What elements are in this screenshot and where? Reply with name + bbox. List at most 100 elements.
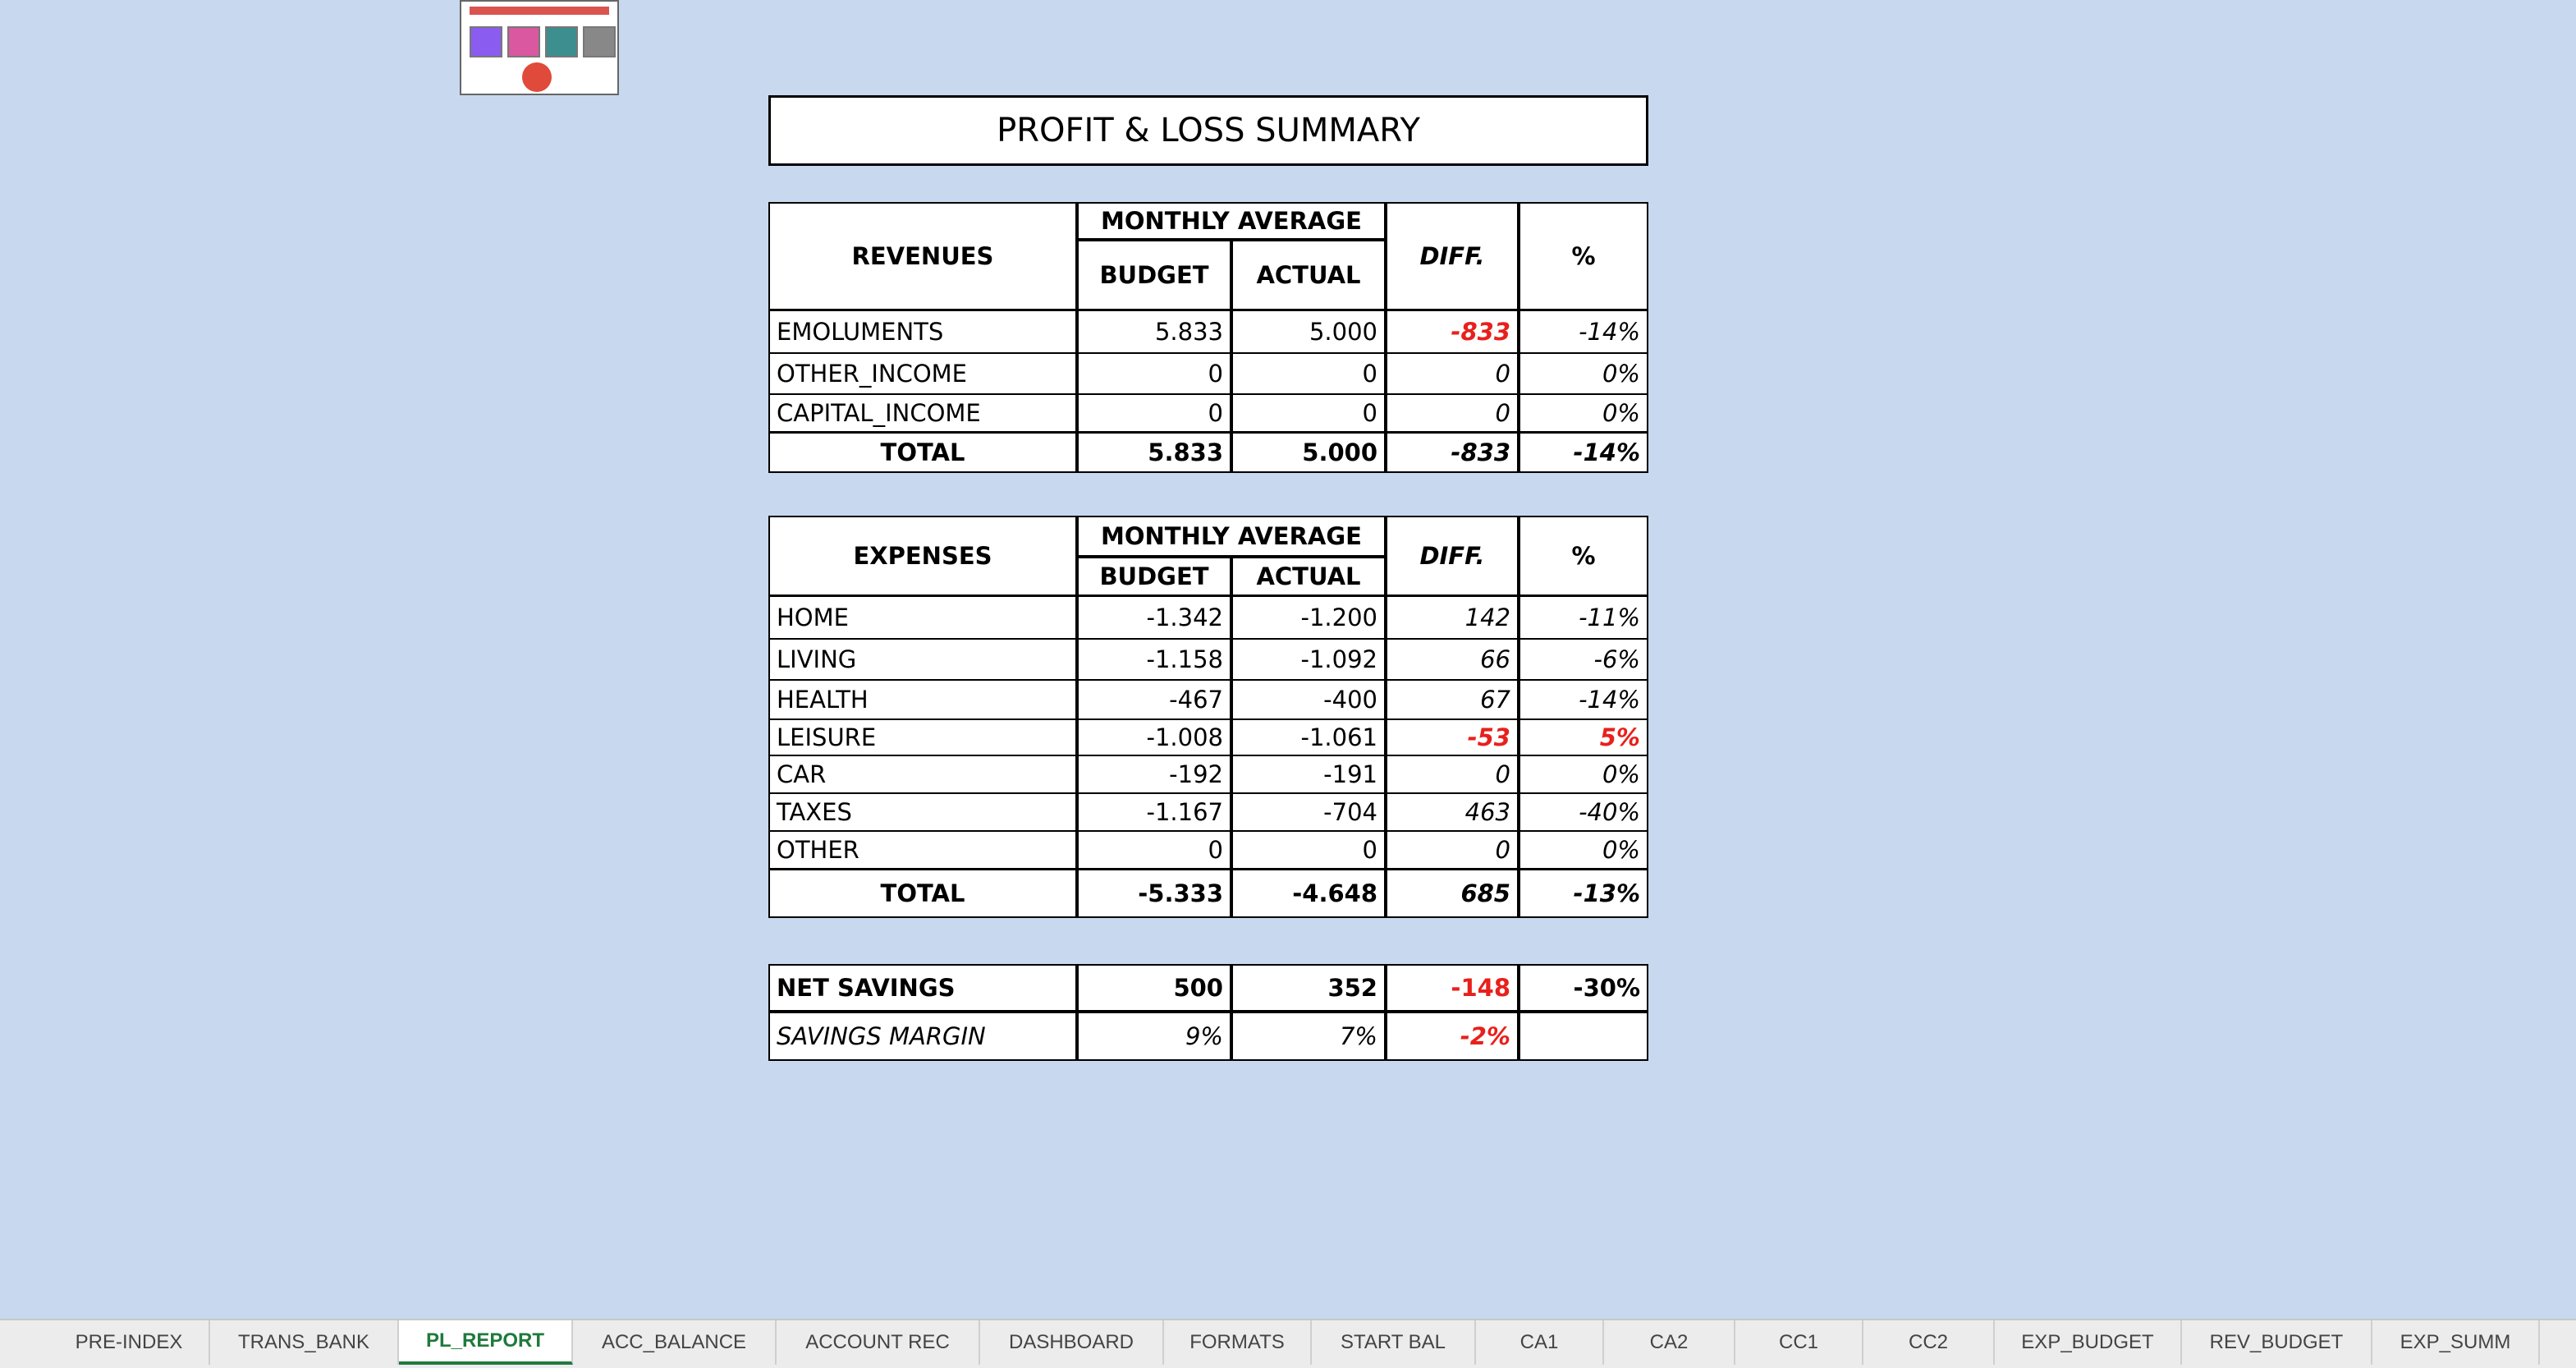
- value-cell: 9%: [1077, 1012, 1231, 1061]
- column-header: BUDGET: [1077, 240, 1231, 310]
- row-label: TAXES: [768, 793, 1077, 831]
- value-cell: 0: [1077, 394, 1231, 432]
- value-cell: -467: [1077, 680, 1231, 719]
- value-cell: -400: [1231, 680, 1386, 719]
- sheet-tab[interactable]: CA1: [1476, 1320, 1604, 1365]
- value-cell: -1.167: [1077, 793, 1231, 831]
- sheet-tab[interactable]: ACC_BALANCE: [573, 1320, 777, 1365]
- value-cell: -1.061: [1231, 719, 1386, 755]
- column-header: %: [1519, 202, 1648, 310]
- row-label: HOME: [768, 596, 1077, 639]
- value-cell: 5.000: [1231, 310, 1386, 353]
- total-cell: -13%: [1519, 869, 1648, 918]
- value-cell: -6%: [1519, 639, 1648, 680]
- total-cell: -14%: [1519, 432, 1648, 473]
- value-cell: 463: [1386, 793, 1519, 831]
- value-cell: -11%: [1519, 596, 1648, 639]
- value-cell: 0%: [1519, 831, 1648, 869]
- value-cell: 0%: [1519, 353, 1648, 394]
- column-header: DIFF.: [1386, 202, 1519, 310]
- row-label: LEISURE: [768, 719, 1077, 755]
- value-cell: 5.833: [1077, 310, 1231, 353]
- sheet-tabs: PRE-INDEX TRANS_BANK PL_REPORT ACC_BALANCE A…: [0, 1319, 2576, 1368]
- value-cell: 7%: [1231, 1012, 1386, 1061]
- row-label: OTHER: [768, 831, 1077, 869]
- value-cell: -14%: [1519, 680, 1648, 719]
- row-label: CAPITAL_INCOME: [768, 394, 1077, 432]
- section-header: REVENUES: [768, 202, 1077, 310]
- total-cell: -833: [1386, 432, 1519, 473]
- value-cell: -1.200: [1231, 596, 1386, 639]
- value-cell: 67: [1386, 680, 1519, 719]
- value-cell: -53: [1386, 719, 1519, 755]
- total-cell: -4.648: [1231, 869, 1386, 918]
- palette-swatch[interactable]: [470, 26, 502, 57]
- total-cell: 5.000: [1231, 432, 1386, 473]
- value-cell: -14%: [1519, 310, 1648, 353]
- value-cell: 0%: [1519, 394, 1648, 432]
- group-header: MONTHLY AVERAGE: [1077, 202, 1386, 240]
- value-cell: 142: [1386, 596, 1519, 639]
- total-cell: 5.833: [1077, 432, 1231, 473]
- palette-circle[interactable]: [522, 62, 552, 92]
- value-cell: 0: [1077, 353, 1231, 394]
- value-cell: 0: [1386, 353, 1519, 394]
- report-title: PROFIT & LOSS SUMMARY: [768, 95, 1648, 166]
- palette-bar: [470, 7, 609, 15]
- value-cell: -192: [1077, 755, 1231, 793]
- value-cell: -704: [1231, 793, 1386, 831]
- total-label: TOTAL: [768, 432, 1077, 473]
- column-header: DIFF.: [1386, 516, 1519, 596]
- section-header: EXPENSES: [768, 516, 1077, 596]
- sheet-tab[interactable]: START BAL: [1312, 1320, 1476, 1365]
- value-cell: 0%: [1519, 755, 1648, 793]
- row-label: LIVING: [768, 639, 1077, 680]
- sheet-tab[interactable]: CC1: [1735, 1320, 1863, 1365]
- sheet-tab[interactable]: EXP_SUMM: [2372, 1320, 2540, 1365]
- value-cell: 0: [1386, 831, 1519, 869]
- value-cell: -1.342: [1077, 596, 1231, 639]
- sheet-tab[interactable]: PRE-INDEX: [49, 1320, 210, 1365]
- value-cell: -2%: [1386, 1012, 1519, 1061]
- palette-swatch[interactable]: [545, 26, 578, 57]
- sheet-tab[interactable]: CA2: [1604, 1320, 1735, 1365]
- palette-swatch[interactable]: [583, 26, 616, 57]
- group-header: MONTHLY AVERAGE: [1077, 516, 1386, 557]
- value-cell: 5%: [1519, 719, 1648, 755]
- row-label: HEALTH: [768, 680, 1077, 719]
- value-cell: -148: [1386, 964, 1519, 1012]
- row-label: NET SAVINGS: [768, 964, 1077, 1012]
- value-cell: -1.092: [1231, 639, 1386, 680]
- value-cell: -1.008: [1077, 719, 1231, 755]
- row-label: EMOLUMENTS: [768, 310, 1077, 353]
- sheet-tab[interactable]: FORMATS: [1164, 1320, 1312, 1365]
- shape-palette: [460, 0, 619, 95]
- value-cell: 352: [1231, 964, 1386, 1012]
- column-header: ACTUAL: [1231, 557, 1386, 596]
- column-header: ACTUAL: [1231, 240, 1386, 310]
- column-header: BUDGET: [1077, 557, 1231, 596]
- sheet-tab[interactable]: DASHBOARD: [980, 1320, 1164, 1365]
- row-label: SAVINGS MARGIN: [768, 1012, 1077, 1061]
- value-cell: 66: [1386, 639, 1519, 680]
- palette-swatch[interactable]: [507, 26, 540, 57]
- column-header: %: [1519, 516, 1648, 596]
- value-cell: 500: [1077, 964, 1231, 1012]
- value-cell: -833: [1386, 310, 1519, 353]
- sheet-tab[interactable]: PL_REPORT: [399, 1320, 573, 1365]
- value-cell: 0: [1231, 353, 1386, 394]
- sheet-tab[interactable]: EXP_BUDGET: [1995, 1320, 2182, 1365]
- total-cell: 685: [1386, 869, 1519, 918]
- sheet-tab[interactable]: CC2: [1863, 1320, 1995, 1365]
- value-cell: -1.158: [1077, 639, 1231, 680]
- empty-cell: [1519, 1012, 1648, 1061]
- sheet-tab[interactable]: REV_BUDGET: [2182, 1320, 2372, 1365]
- sheet-tab[interactable]: ACCOUNT REC: [777, 1320, 980, 1365]
- row-label: CAR: [768, 755, 1077, 793]
- value-cell: 0: [1231, 394, 1386, 432]
- value-cell: 0: [1386, 394, 1519, 432]
- sheet-tab[interactable]: TRANS_BANK: [210, 1320, 399, 1365]
- value-cell: 0: [1386, 755, 1519, 793]
- value-cell: 0: [1231, 831, 1386, 869]
